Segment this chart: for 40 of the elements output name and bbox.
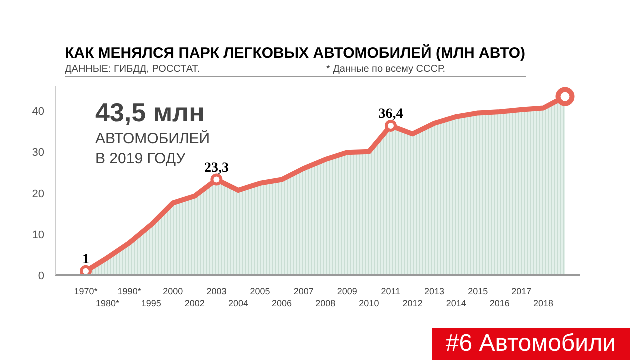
text: #6 Автомобили	[432, 328, 630, 360]
x-tick-label: 2000	[163, 286, 184, 296]
y-tick-label: 20	[32, 188, 45, 200]
x-tick-label: 2009	[337, 286, 358, 296]
x-tick-label: 2007	[294, 286, 314, 296]
chart-title: КАК МЕНЯЛСЯ ПАРК ЛЕГКОВЫХ АВТОМОБИЛЕЙ (МЛН АВТО)	[65, 45, 526, 63]
point	[210, 174, 223, 186]
x-tick-label: 2015	[468, 286, 488, 296]
x-tick-label: 2005	[250, 286, 270, 296]
data-label: 1	[82, 252, 90, 268]
x-tick-label: 2008	[316, 298, 336, 308]
y-tick-label: 10	[32, 229, 45, 242]
x-tick-label: 2003	[206, 286, 227, 296]
x-tick-label: 2006	[272, 298, 292, 308]
x-tick-label: 2012	[402, 298, 423, 308]
x-tick-label: 2004	[228, 298, 249, 308]
point	[384, 120, 397, 132]
text: ДАННЫЕ: ГИБДД, РОССТАТ.	[65, 63, 200, 76]
y-tick-label: 30	[32, 147, 45, 160]
x-tick-label: 2017	[512, 286, 532, 296]
point	[80, 265, 92, 276]
data-label: 23,3	[204, 160, 229, 176]
annotation: 43,5 млн	[96, 98, 205, 128]
x-tick-label: 1995	[141, 298, 162, 308]
data-label: 36,4	[378, 106, 404, 122]
x-tick-label: 1980*	[96, 298, 120, 308]
x-tick-label: 2014	[446, 298, 466, 308]
x-tick-label: 1990*	[118, 286, 142, 296]
annotation: АВТОМОБИЛЕЙ	[96, 130, 210, 148]
y-tick-label: 40	[32, 106, 45, 118]
x-tick-label: 2018	[533, 298, 554, 308]
x-tick-label: 2010	[359, 298, 380, 308]
annotation: В 2019 ГОДУ	[96, 150, 186, 168]
x-tick-label: 2002	[184, 298, 205, 308]
y-tick-label: 0	[38, 270, 45, 282]
x-tick-label: 2013	[424, 286, 445, 296]
x-tick-label: 2011	[381, 286, 401, 296]
text: * Данные по всему СССР.	[326, 63, 446, 76]
x-tick-label: 1970*	[74, 286, 98, 296]
x-tick-label: 2016	[490, 298, 510, 308]
